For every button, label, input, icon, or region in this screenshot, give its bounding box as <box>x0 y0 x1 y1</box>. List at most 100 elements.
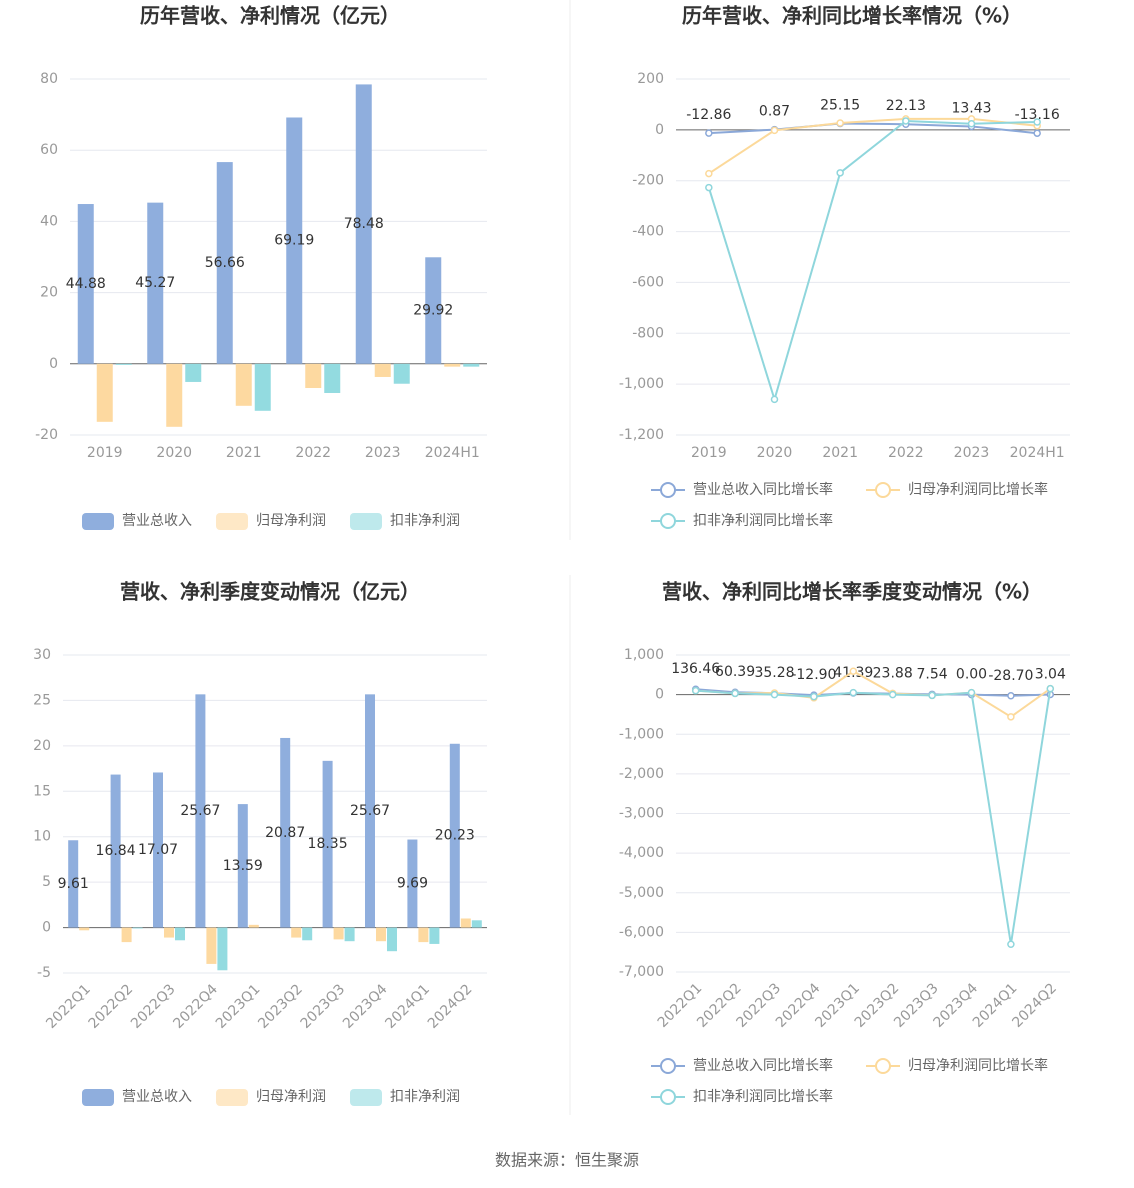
bar <box>195 694 206 928</box>
point <box>770 395 779 404</box>
bar <box>355 84 372 364</box>
point <box>836 169 844 177</box>
source: 数据来源：恒生聚源 <box>495 1151 639 1170</box>
point <box>967 688 976 697</box>
y-tick-label: 40 <box>40 213 58 229</box>
bar <box>324 363 341 393</box>
legend-swatch <box>216 513 248 530</box>
bar <box>121 927 132 943</box>
bar <box>387 927 397 952</box>
x-tick-label: 2020 <box>757 445 793 461</box>
x-tick-label: 2023Q4 <box>340 981 391 1032</box>
line <box>708 122 1038 135</box>
y-tick-label: -4,000 <box>619 845 664 861</box>
point <box>1007 940 1015 949</box>
legend-label: 扣非净利润 <box>390 1089 460 1105</box>
y-tick-label: 60 <box>40 142 58 158</box>
legend-swatch <box>350 513 382 530</box>
data-label: 17.07 <box>138 842 178 858</box>
point <box>691 686 700 695</box>
data-label: -12.86 <box>686 107 731 123</box>
y-tick-label: -5 <box>37 965 51 981</box>
x-tick-label: 2024H1 <box>1010 445 1065 461</box>
point <box>928 691 936 700</box>
point <box>705 169 713 178</box>
data-label: 25.15 <box>820 97 860 113</box>
y-tick-label: 10 <box>33 829 51 845</box>
data-label: 0.87 <box>759 104 790 120</box>
y-tick-label: -600 <box>632 274 664 290</box>
y-tick-label: -1,000 <box>619 726 664 742</box>
x-tick-label: 2022Q4 <box>170 981 221 1032</box>
x-tick-label: 2023Q2 <box>255 981 306 1032</box>
bar <box>418 927 429 943</box>
bar <box>302 927 313 941</box>
x-tick-label: 2023Q1 <box>213 981 264 1032</box>
data-label: 0.00 <box>956 667 987 683</box>
bar <box>286 117 303 364</box>
data-label: 16.84 <box>96 843 136 859</box>
y-tick-label: -20 <box>35 427 58 443</box>
point <box>810 692 818 701</box>
legend-label: 扣非净利润 <box>390 513 460 529</box>
bar <box>206 927 217 964</box>
chart-title: 营收、净利同比增长率季度变动情况（%） <box>662 580 1042 604</box>
x-tick-label: 2024Q2 <box>425 981 476 1032</box>
point <box>770 690 779 699</box>
x-tick-label: 2024H1 <box>425 445 480 461</box>
bar <box>216 162 233 364</box>
y-tick-label: 30 <box>33 647 51 663</box>
point <box>849 688 858 697</box>
bar <box>185 363 202 382</box>
point <box>731 689 739 698</box>
x-tick-label: 2024Q2 <box>1009 980 1060 1031</box>
chart-title: 历年营收、净利同比增长率情况（%） <box>682 4 1022 28</box>
legend-swatch <box>82 513 114 530</box>
y-tick-label: -1,000 <box>619 376 664 392</box>
legend-label: 归母净利润 <box>256 1088 326 1105</box>
x-tick-label: 2022Q3 <box>128 981 179 1032</box>
bar <box>115 363 132 365</box>
y-tick-label: 20 <box>33 738 51 754</box>
line <box>707 119 1038 403</box>
x-tick-label: 2022Q2 <box>86 981 137 1032</box>
point <box>705 183 713 192</box>
legend-label: 归母净利润 <box>256 512 326 529</box>
y-tick-label: -200 <box>632 173 664 189</box>
y-tick-label: 15 <box>33 783 51 799</box>
data-label: 20.23 <box>435 828 475 844</box>
x-tick-label: 2023Q3 <box>298 981 349 1032</box>
data-label: 9.61 <box>58 876 89 892</box>
bar <box>365 694 375 928</box>
bar <box>237 804 248 928</box>
data-label: 35.28 <box>754 665 794 681</box>
bar <box>166 363 183 427</box>
data-label: 136.46 <box>671 661 720 677</box>
line <box>708 117 1038 175</box>
point <box>705 129 713 137</box>
point <box>1033 129 1041 137</box>
x-tick-label: 2020 <box>156 445 192 461</box>
legend-swatch <box>350 1089 382 1106</box>
bar <box>147 202 164 364</box>
data-label: 29.92 <box>413 303 453 319</box>
bar <box>393 363 410 384</box>
data-label: 22.13 <box>886 98 926 114</box>
legend-label: 营业总收入同比增长率 <box>693 1057 833 1074</box>
bar <box>77 204 94 364</box>
y-tick-label: -5,000 <box>619 885 664 901</box>
bar <box>280 737 291 928</box>
chart-title: 营收、净利季度变动情况（亿元） <box>120 580 420 604</box>
bar <box>248 924 259 928</box>
data-label: -12.90 <box>791 667 836 683</box>
data-label: 45.27 <box>135 275 175 291</box>
point <box>836 119 844 127</box>
y-tick-label: 20 <box>40 285 58 301</box>
data-label: 78.48 <box>344 216 384 232</box>
data-label: 23.88 <box>873 666 913 682</box>
y-tick-label: 0 <box>42 920 51 936</box>
y-tick-label: -2,000 <box>619 766 664 782</box>
point <box>902 117 910 125</box>
bar <box>463 363 480 367</box>
